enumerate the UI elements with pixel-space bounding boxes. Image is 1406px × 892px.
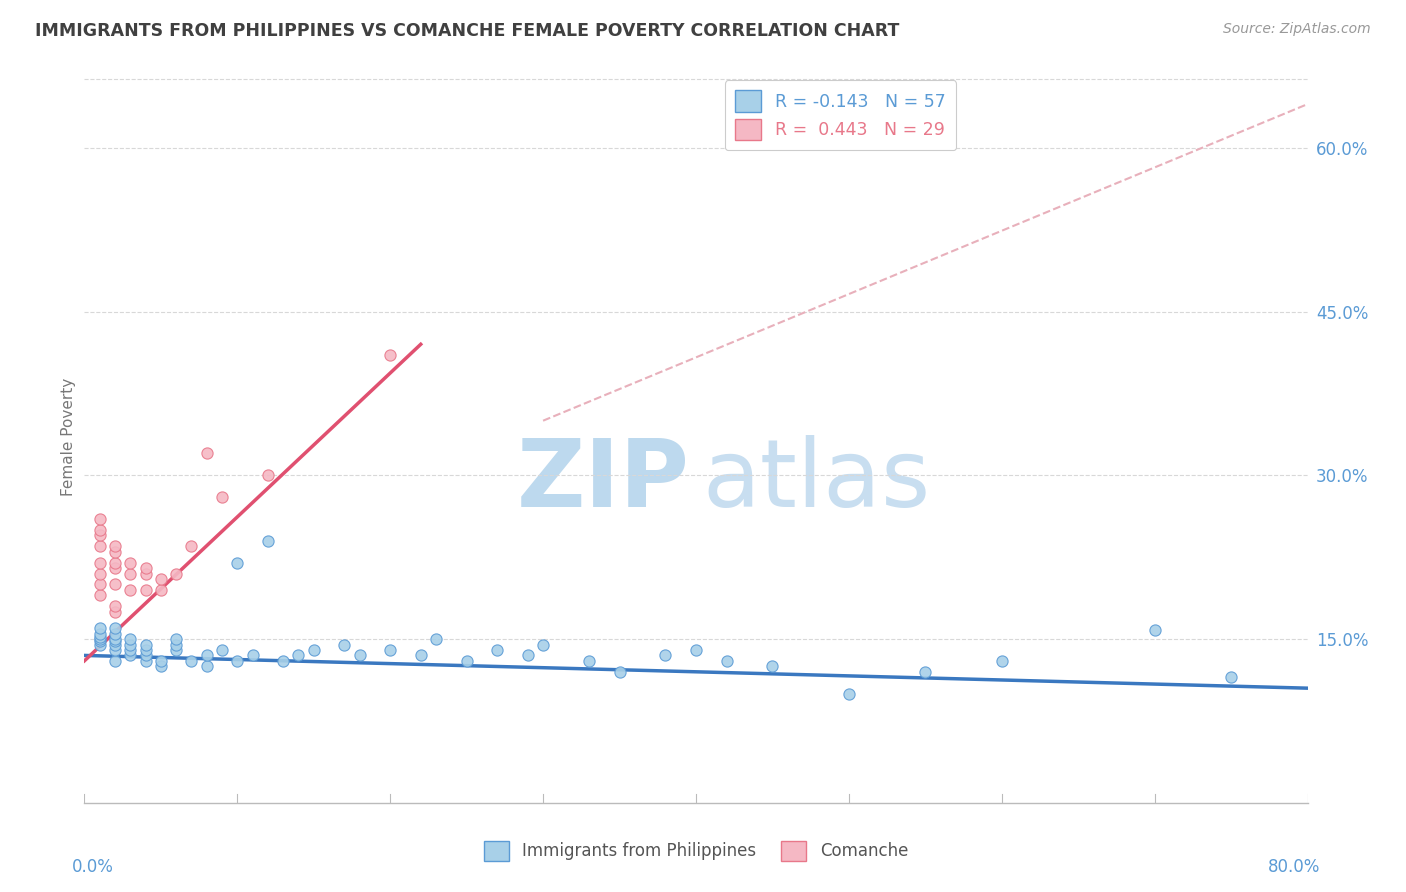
Point — [409, 648, 432, 663]
Point — [104, 626, 127, 640]
Point — [165, 638, 187, 652]
Point — [104, 643, 127, 657]
Point — [104, 545, 127, 559]
Point — [89, 632, 111, 646]
Point — [104, 621, 127, 635]
Point — [257, 468, 280, 483]
Text: ZIP: ZIP — [517, 435, 690, 527]
Point — [257, 533, 280, 548]
Point — [211, 490, 233, 504]
Text: 80.0%: 80.0% — [1267, 858, 1320, 876]
Point — [149, 659, 172, 673]
Point — [226, 556, 249, 570]
Point — [195, 446, 218, 460]
Point — [578, 654, 600, 668]
Point — [195, 648, 218, 663]
Legend: Immigrants from Philippines, Comanche: Immigrants from Philippines, Comanche — [477, 834, 915, 868]
Point — [89, 523, 111, 537]
Point — [287, 648, 309, 663]
Point — [89, 638, 111, 652]
Text: atlas: atlas — [702, 435, 931, 527]
Point — [1143, 624, 1166, 638]
Point — [89, 634, 111, 648]
Y-axis label: Female Poverty: Female Poverty — [60, 378, 76, 496]
Point — [89, 588, 111, 602]
Text: IMMIGRANTS FROM PHILIPPINES VS COMANCHE FEMALE POVERTY CORRELATION CHART: IMMIGRANTS FROM PHILIPPINES VS COMANCHE … — [35, 22, 900, 40]
Point — [149, 654, 172, 668]
Point — [761, 659, 783, 673]
Point — [89, 621, 111, 635]
Point — [302, 643, 325, 657]
Point — [425, 632, 447, 646]
Point — [89, 577, 111, 591]
Point — [120, 643, 142, 657]
Point — [135, 566, 157, 581]
Point — [914, 665, 936, 679]
Point — [89, 528, 111, 542]
Point — [516, 648, 538, 663]
Point — [104, 577, 127, 591]
Point — [89, 512, 111, 526]
Point — [165, 643, 187, 657]
Point — [195, 659, 218, 673]
Text: 0.0%: 0.0% — [72, 858, 114, 876]
Point — [716, 654, 738, 668]
Point — [135, 582, 157, 597]
Point — [89, 626, 111, 640]
Point — [349, 648, 371, 663]
Point — [380, 348, 402, 362]
Point — [149, 582, 172, 597]
Point — [180, 654, 202, 668]
Point — [104, 632, 127, 646]
Point — [609, 665, 631, 679]
Point — [104, 634, 127, 648]
Point — [120, 638, 142, 652]
Point — [104, 561, 127, 575]
Point — [120, 648, 142, 663]
Point — [89, 630, 111, 644]
Point — [531, 638, 554, 652]
Point — [165, 566, 187, 581]
Point — [1220, 670, 1243, 684]
Point — [333, 638, 356, 652]
Point — [104, 539, 127, 553]
Point — [685, 643, 707, 657]
Point — [135, 648, 157, 663]
Point — [104, 605, 127, 619]
Point — [104, 654, 127, 668]
Point — [120, 556, 142, 570]
Point — [456, 654, 478, 668]
Point — [89, 556, 111, 570]
Point — [226, 654, 249, 668]
Text: Source: ZipAtlas.com: Source: ZipAtlas.com — [1223, 22, 1371, 37]
Point — [135, 561, 157, 575]
Point — [380, 643, 402, 657]
Point — [211, 643, 233, 657]
Point — [120, 582, 142, 597]
Point — [135, 638, 157, 652]
Point — [991, 654, 1014, 668]
Point — [104, 638, 127, 652]
Point — [180, 539, 202, 553]
Point — [120, 566, 142, 581]
Point — [165, 632, 187, 646]
Point — [654, 648, 676, 663]
Point — [89, 539, 111, 553]
Point — [149, 572, 172, 586]
Point — [104, 556, 127, 570]
Point — [120, 632, 142, 646]
Point — [838, 687, 860, 701]
Point — [486, 643, 509, 657]
Point — [135, 643, 157, 657]
Point — [89, 566, 111, 581]
Point — [242, 648, 264, 663]
Point — [135, 654, 157, 668]
Point — [271, 654, 294, 668]
Point — [104, 599, 127, 614]
